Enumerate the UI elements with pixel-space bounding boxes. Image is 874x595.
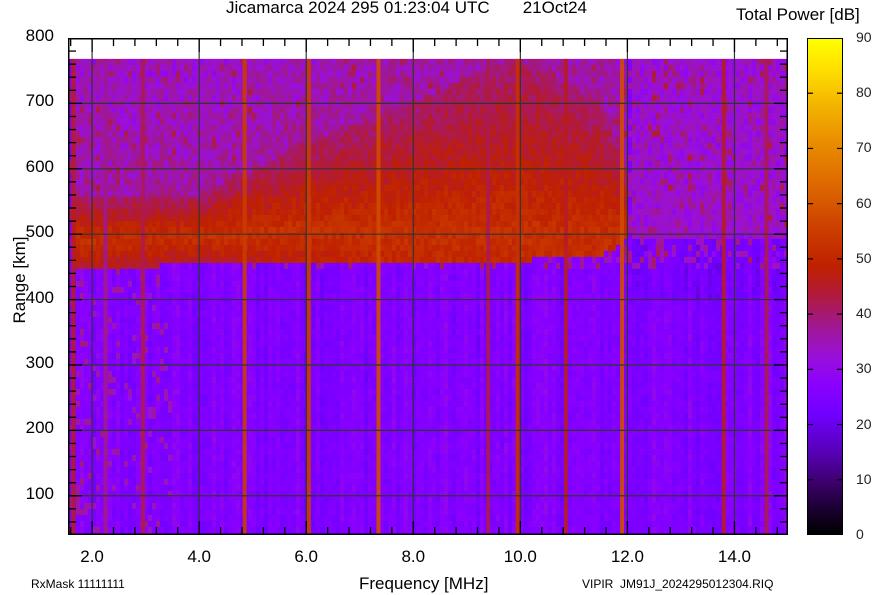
colorbar-tick-label: 80 <box>856 84 872 101</box>
x-tick-label: 10.0 <box>503 547 537 566</box>
interference-line <box>563 58 568 535</box>
x-tick-label: 14.0 <box>717 547 751 566</box>
x-axis-label: Frequency [MHz] <box>359 574 489 593</box>
colorbar-tick-label: 50 <box>856 249 872 266</box>
y-tick-label: 400 <box>25 287 54 307</box>
colorbar-title: Total Power [dB] <box>736 5 860 24</box>
plot-frame <box>68 38 788 535</box>
colorbar-tick-label: 70 <box>856 139 872 156</box>
heatmap-plot-area <box>68 38 788 535</box>
interference-line <box>71 58 76 535</box>
colorbar-tick-label: 20 <box>856 415 872 432</box>
x-tick-label: 6.0 <box>294 547 319 566</box>
interference-line <box>515 58 520 535</box>
interference-line <box>620 58 625 535</box>
colorbar-tick-label: 40 <box>856 305 872 322</box>
interference-line <box>140 58 145 535</box>
colorbar-tick-label: 30 <box>856 360 872 377</box>
x-tick-label: 8.0 <box>401 547 426 566</box>
x-tick-label: 4.0 <box>187 547 211 566</box>
y-tick-label: 300 <box>25 352 54 372</box>
chart-title: Jicamarca 2024 295 01:23:04 UTC 21Oct24 <box>226 0 587 17</box>
rxmask-label: RxMask 11111111 <box>31 577 125 591</box>
interference-line <box>103 58 108 535</box>
interference-line <box>764 58 769 535</box>
colorbar-ticks <box>807 92 843 481</box>
y-tick-label: 100 <box>25 483 54 503</box>
colorbar-tick-label: 10 <box>856 470 872 487</box>
y-tick-label: 500 <box>25 222 54 242</box>
x-tick-label: 12.0 <box>610 547 644 566</box>
interference-line <box>306 58 311 535</box>
x-tick-label: 2.0 <box>80 547 104 566</box>
colorbar <box>807 38 843 535</box>
y-tick-label: 600 <box>25 156 54 176</box>
colorbar-tick-label: 90 <box>856 29 872 45</box>
interference-line <box>721 58 726 535</box>
interference-line <box>376 58 381 535</box>
interference-line <box>242 58 247 535</box>
colorbar-tick-label: 60 <box>856 194 872 211</box>
file-id-label: VIPIR JM91J_2024295012304.RIQ <box>582 577 774 591</box>
y-tick-label: 200 <box>25 418 54 438</box>
y-tick-label: 800 <box>25 26 54 45</box>
y-tick-label: 700 <box>25 91 54 111</box>
y-axis-label: Range [km] <box>10 236 29 324</box>
colorbar-tick-label: 0 <box>856 526 864 542</box>
interference-line <box>486 58 491 535</box>
